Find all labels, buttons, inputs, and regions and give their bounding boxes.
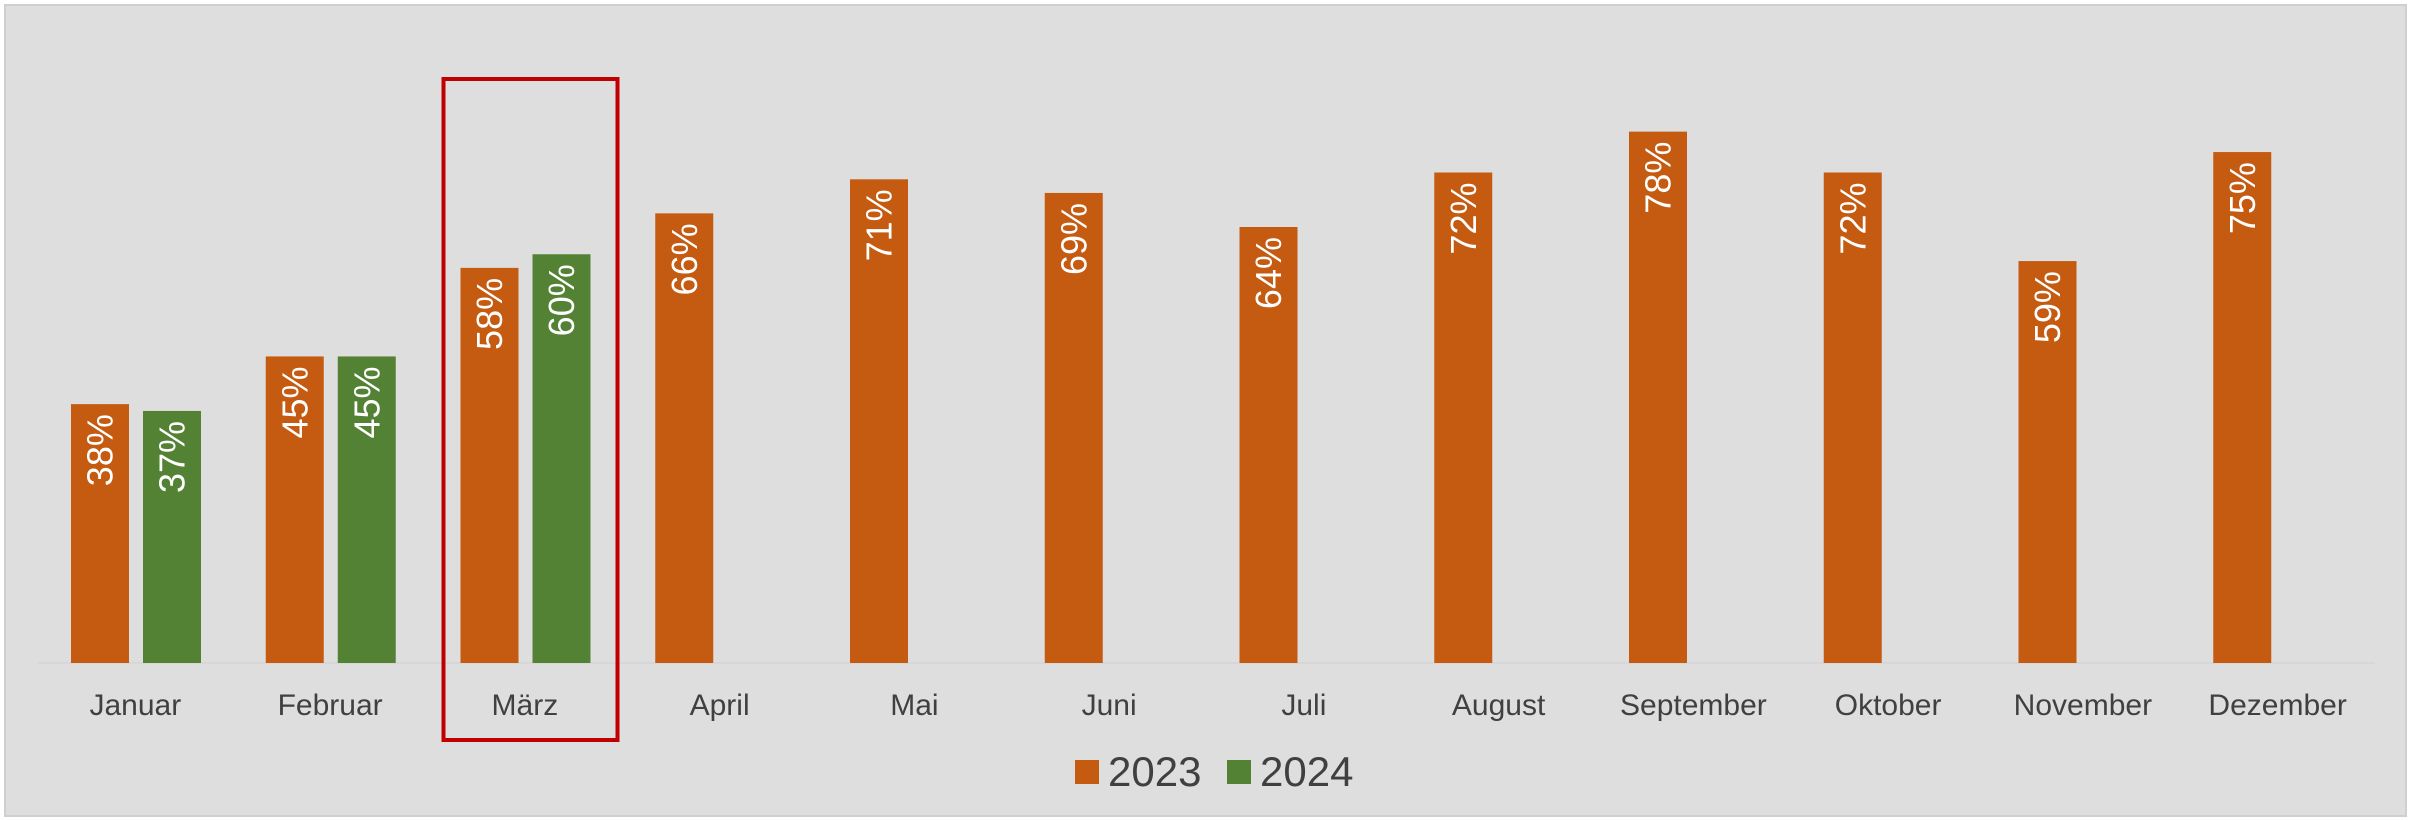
x-tick-label: Oktober [1835, 689, 1942, 722]
bar-2024 [337, 356, 396, 663]
data-label: 72% [1832, 183, 1873, 255]
data-label: 69% [1053, 203, 1094, 275]
data-label: 60% [541, 264, 582, 336]
x-tick-label: November [2014, 689, 2152, 722]
x-tick-label: März [492, 689, 559, 722]
data-label: 45% [346, 366, 387, 438]
x-tick-label: Juli [1281, 689, 1326, 722]
bar-2023 [2213, 152, 2272, 663]
bar-2024 [143, 410, 201, 663]
bar-2023 [1629, 131, 1687, 663]
bar-2023 [655, 213, 714, 663]
data-label: 59% [2027, 271, 2068, 343]
x-tick-label: Januar [90, 689, 182, 722]
x-tick-label: Juni [1082, 689, 1137, 722]
data-label: 75% [2222, 162, 2263, 234]
chart-area [4, 4, 2407, 817]
bar-2023 [1434, 172, 1493, 663]
bar-2023 [1239, 227, 1298, 663]
data-label: 66% [664, 223, 705, 295]
bar-2023 [1823, 172, 1882, 663]
legend-label: 2024 [1260, 748, 1353, 795]
x-tick-label: Mai [890, 689, 938, 722]
bar-2023 [265, 356, 324, 663]
data-label: 58% [469, 278, 510, 350]
bar-2023 [460, 267, 519, 663]
bar-2023 [1044, 192, 1103, 663]
data-label: 45% [274, 366, 315, 438]
x-tick-label: September [1620, 689, 1767, 722]
data-label: 78% [1638, 142, 1679, 214]
x-tick-label: Februar [278, 689, 383, 722]
legend-swatch [1075, 760, 1099, 784]
data-label: 37% [152, 421, 193, 493]
x-tick-label: April [690, 689, 750, 722]
data-label: 64% [1248, 237, 1289, 309]
x-tick-label: Dezember [2208, 689, 2346, 722]
legend-label: 2023 [1108, 748, 1201, 795]
bar-2023 [850, 179, 908, 663]
data-label: 38% [80, 414, 121, 486]
data-label: 72% [1443, 183, 1484, 255]
data-label: 71% [859, 189, 900, 261]
x-tick-label: August [1452, 689, 1546, 722]
highlight-box [441, 77, 620, 742]
bar-2024 [532, 254, 591, 663]
bar-2023 [71, 404, 129, 663]
bar-2023 [2018, 261, 2077, 663]
legend-swatch [1227, 760, 1251, 784]
